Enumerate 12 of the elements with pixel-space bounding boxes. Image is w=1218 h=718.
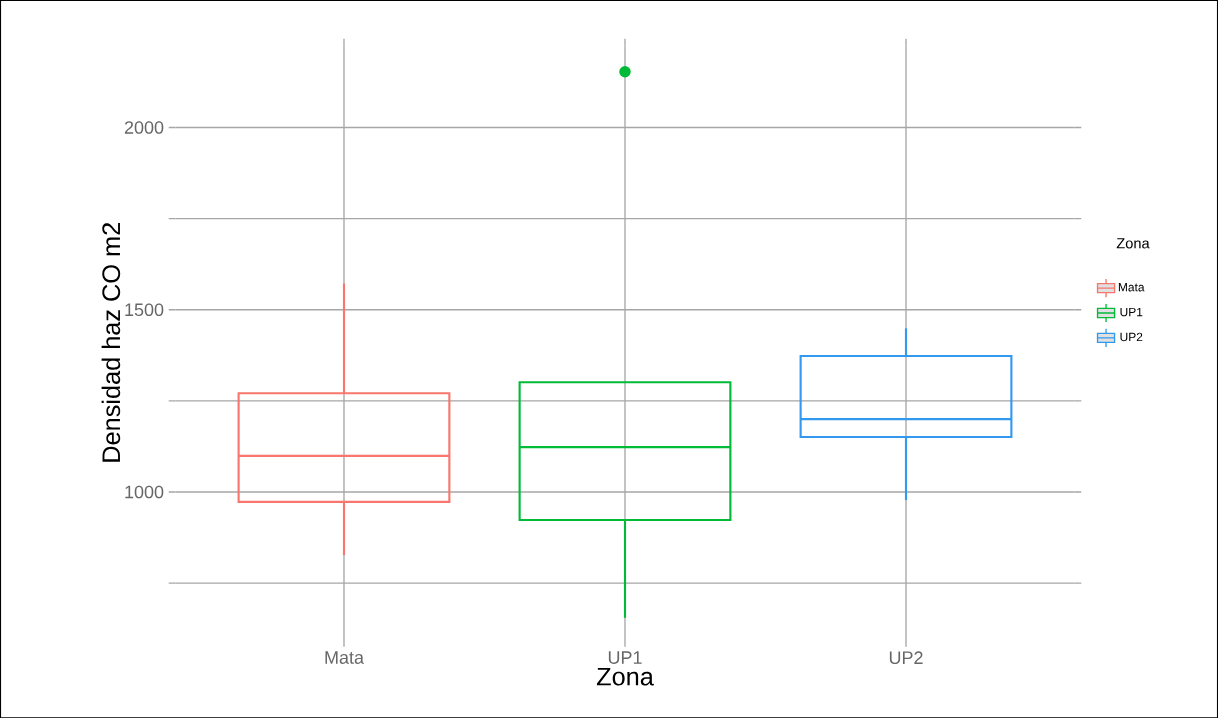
y-tick-label: 2000 xyxy=(124,120,164,134)
legend-label: UP2 xyxy=(1120,332,1143,341)
legend-label: UP1 xyxy=(1120,307,1143,317)
x-tick-label: UP2 xyxy=(889,651,923,664)
x-tick-label: UP1 xyxy=(608,651,642,664)
legend-title: Zona xyxy=(1116,238,1150,249)
y-tick-label: 1000 xyxy=(125,485,164,499)
y-tick-label: 1500 xyxy=(125,303,164,316)
x-axis-title: Zona xyxy=(596,667,654,686)
y-axis-title: Densidad haz CO m2 xyxy=(101,222,121,462)
x-tick-label: Mata xyxy=(325,651,364,664)
legend-label: Mata xyxy=(1118,282,1145,292)
